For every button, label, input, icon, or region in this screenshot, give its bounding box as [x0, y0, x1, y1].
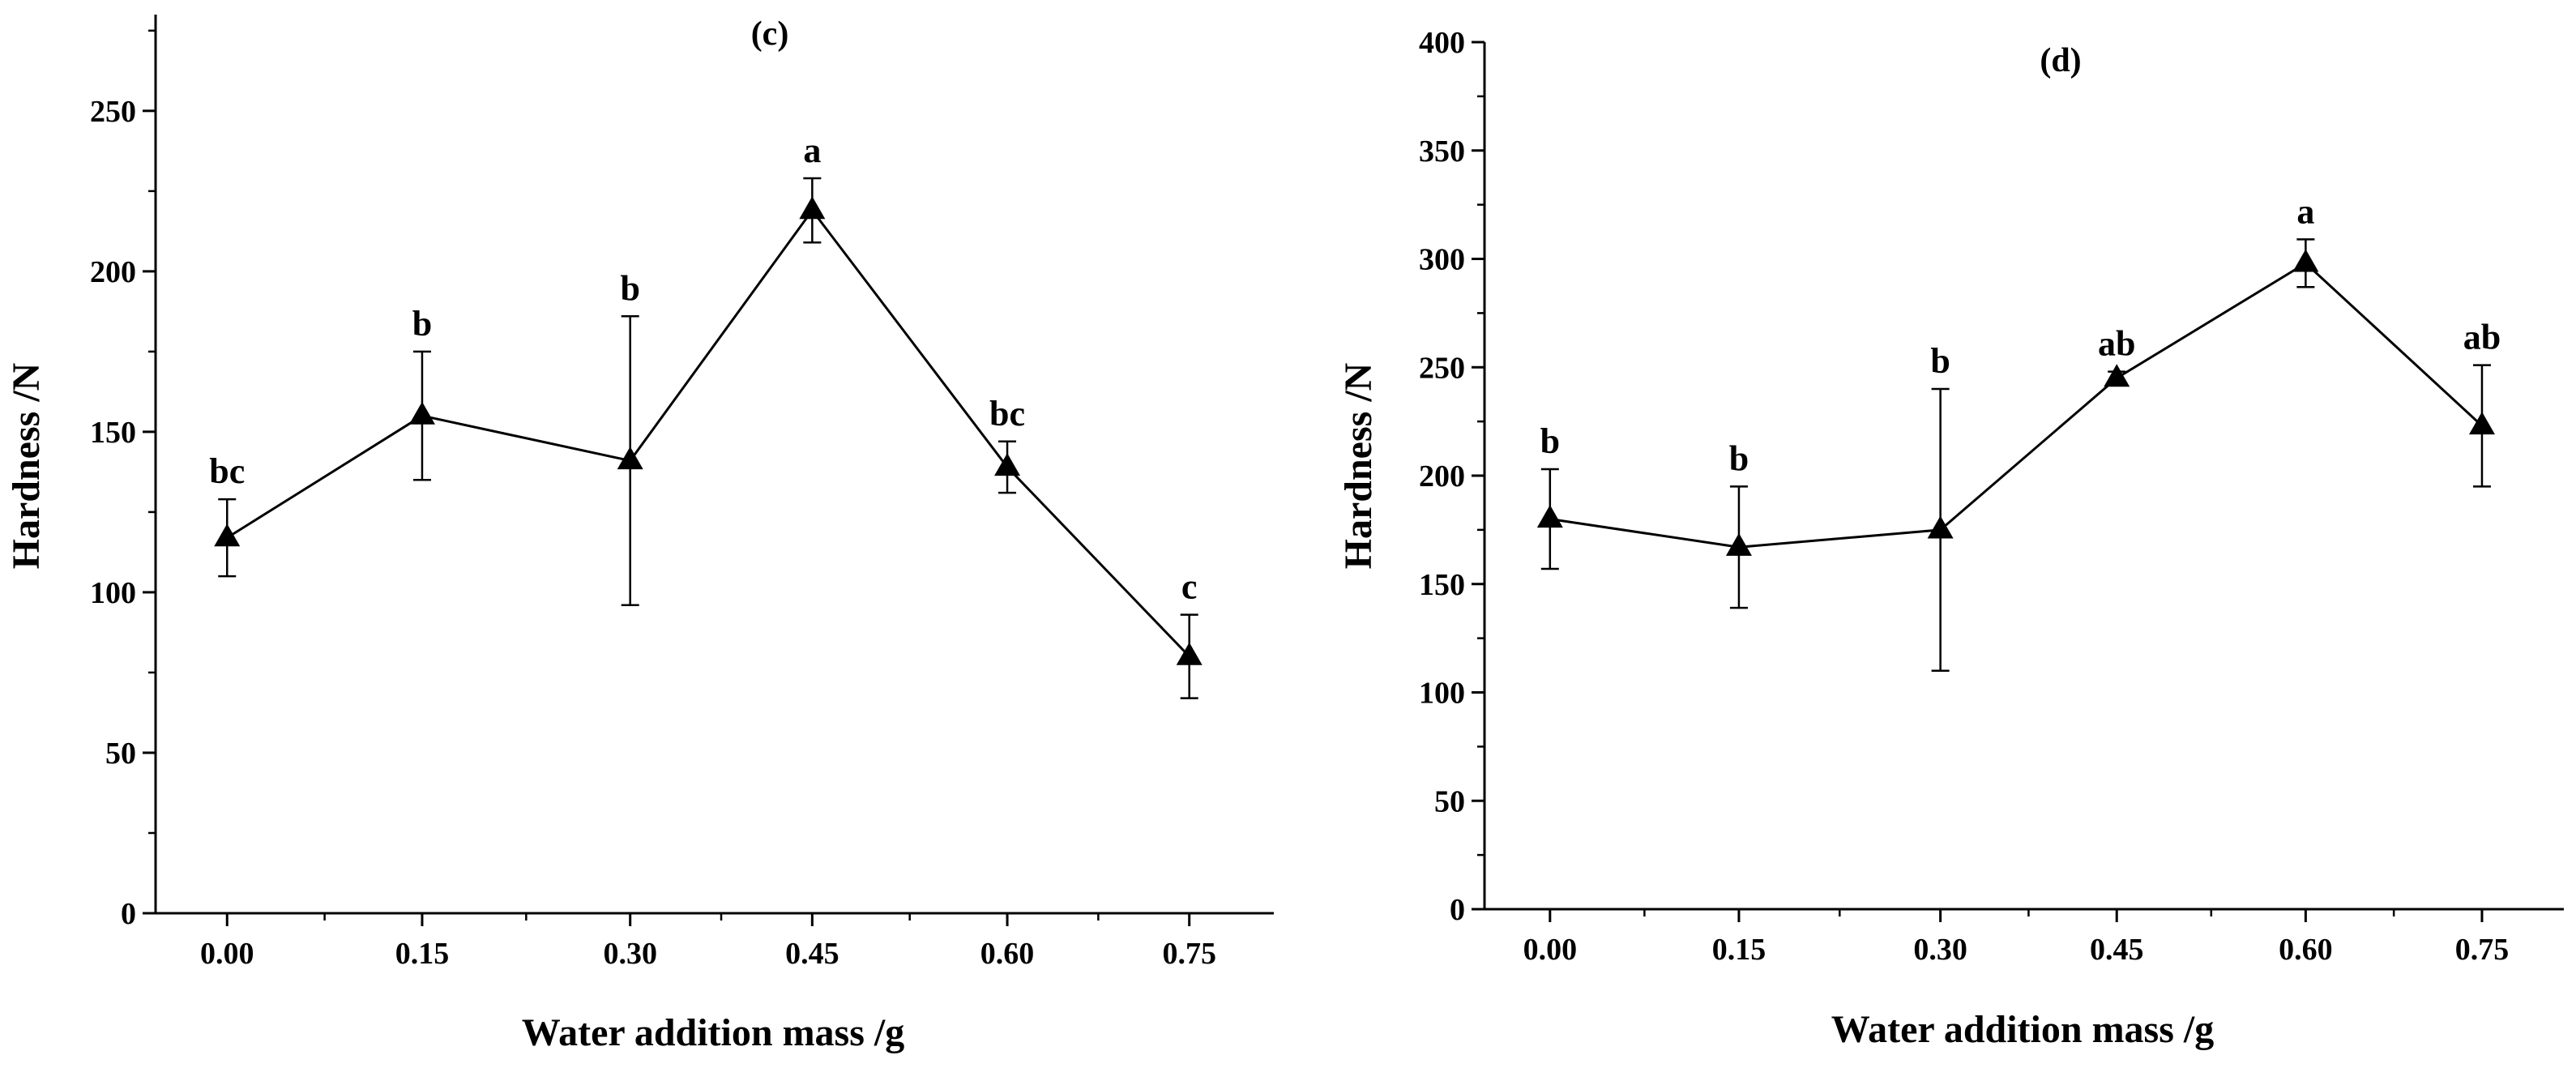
series-line	[1549, 261, 2483, 549]
y-tick-label: 50	[105, 737, 136, 771]
y-tick-label: 150	[90, 416, 136, 450]
data-point-marker	[2104, 364, 2130, 387]
significance-label: ab	[2098, 324, 2135, 364]
chart-panel-d: (d) Water addition mass /g Hardness /N 0…	[1337, 26, 2564, 1051]
chart-title: (d)	[2040, 42, 2081, 79]
chart-panel-c: (c) Water addition mass /g Hardness /N 0…	[5, 15, 1274, 1054]
significance-label: b	[412, 304, 432, 344]
y-tick-label: 0	[121, 897, 136, 931]
x-tick-label: 0.60	[2279, 933, 2333, 967]
significance-label: a	[2296, 191, 2314, 231]
data-point-marker	[799, 196, 826, 220]
x-tick-label: 0.00	[1523, 933, 1578, 967]
significance-label: c	[1181, 567, 1198, 607]
significance-label: bc	[989, 394, 1025, 434]
significance-label: ab	[2463, 318, 2501, 357]
data-point-marker	[408, 401, 435, 425]
y-axis-title: Hardness /N	[5, 362, 48, 569]
y-tick-label: 300	[1419, 243, 1465, 277]
x-tick-label: 0.75	[1162, 937, 1216, 971]
y-tick-label: 250	[90, 95, 136, 129]
x-tick-label: 0.30	[603, 937, 657, 971]
significance-label: a	[803, 130, 821, 170]
series-line	[226, 208, 1190, 658]
significance-label: b	[1729, 438, 1749, 478]
data-point-marker	[214, 523, 241, 547]
x-axis-title: Water addition mass /g	[1831, 1008, 2215, 1051]
x-tick-label: 0.15	[1712, 933, 1766, 967]
x-tick-label: 0.30	[1913, 933, 1967, 967]
significance-label: bc	[209, 451, 245, 491]
y-tick-label: 200	[1419, 459, 1465, 493]
y-tick-label: 0	[1450, 893, 1465, 927]
x-tick-label: 0.15	[395, 937, 450, 971]
y-axis-title: Hardness /N	[1337, 362, 1380, 569]
chart-title: (c)	[751, 15, 789, 53]
significance-label: b	[1930, 341, 1950, 381]
y-tick-label: 400	[1419, 26, 1465, 60]
data-point-marker	[994, 453, 1021, 476]
y-tick-label: 100	[90, 576, 136, 610]
data-point-marker	[2468, 412, 2495, 435]
data-point-marker	[1536, 505, 1563, 528]
y-tick-label: 250	[1419, 351, 1465, 385]
y-tick-label: 200	[90, 255, 136, 289]
x-tick-label: 0.75	[2455, 933, 2510, 967]
y-tick-label: 100	[1419, 677, 1465, 711]
x-tick-label: 0.60	[980, 937, 1035, 971]
x-tick-label: 0.45	[785, 937, 839, 971]
y-tick-label: 150	[1419, 568, 1465, 602]
y-tick-label: 350	[1419, 135, 1465, 169]
data-point-marker	[1176, 642, 1203, 665]
y-tick-label: 50	[1434, 784, 1465, 818]
data-point-marker	[1725, 532, 1752, 556]
significance-label: b	[620, 268, 639, 308]
significance-label: b	[1540, 421, 1560, 461]
x-axis-title: Water addition mass /g	[522, 1011, 905, 1054]
data-point-marker	[1927, 515, 1954, 539]
x-tick-label: 0.00	[200, 937, 254, 971]
data-point-marker	[2292, 249, 2319, 272]
data-point-marker	[617, 446, 643, 470]
x-tick-label: 0.45	[2090, 933, 2144, 967]
